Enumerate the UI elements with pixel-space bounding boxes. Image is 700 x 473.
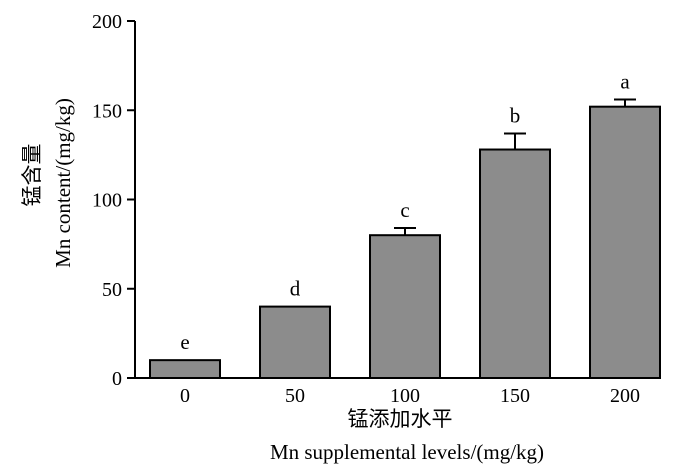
bar	[479, 148, 551, 379]
x-tick-label: 100	[390, 385, 420, 407]
bar	[589, 105, 661, 380]
significance-label: c	[400, 198, 409, 222]
significance-label: d	[290, 277, 301, 301]
y-tick-label: 0	[112, 368, 122, 390]
x-tick-label: 200	[610, 385, 640, 407]
x-axis-title-cn: 锰添加水平	[348, 407, 453, 431]
x-axis-title-en: Mn supplemental levels/(mg/kg)	[270, 440, 544, 464]
significance-label: e	[180, 330, 189, 354]
bar	[369, 234, 441, 379]
x-tick-label: 150	[500, 385, 530, 407]
y-axis-title-cn: 锰含量	[20, 144, 44, 207]
x-tick-label: 50	[285, 385, 305, 407]
bar	[259, 305, 331, 380]
y-axis-title-en: Mn content/(mg/kg)	[51, 98, 75, 268]
significance-label: a	[620, 70, 630, 94]
y-tick-label: 50	[102, 279, 122, 301]
x-tick-label: 0	[180, 385, 190, 407]
y-tick-label: 150	[92, 100, 122, 122]
bar	[149, 359, 221, 379]
y-tick-label: 200	[92, 11, 122, 33]
y-tick-label: 100	[92, 190, 122, 212]
significance-label: b	[510, 103, 521, 127]
